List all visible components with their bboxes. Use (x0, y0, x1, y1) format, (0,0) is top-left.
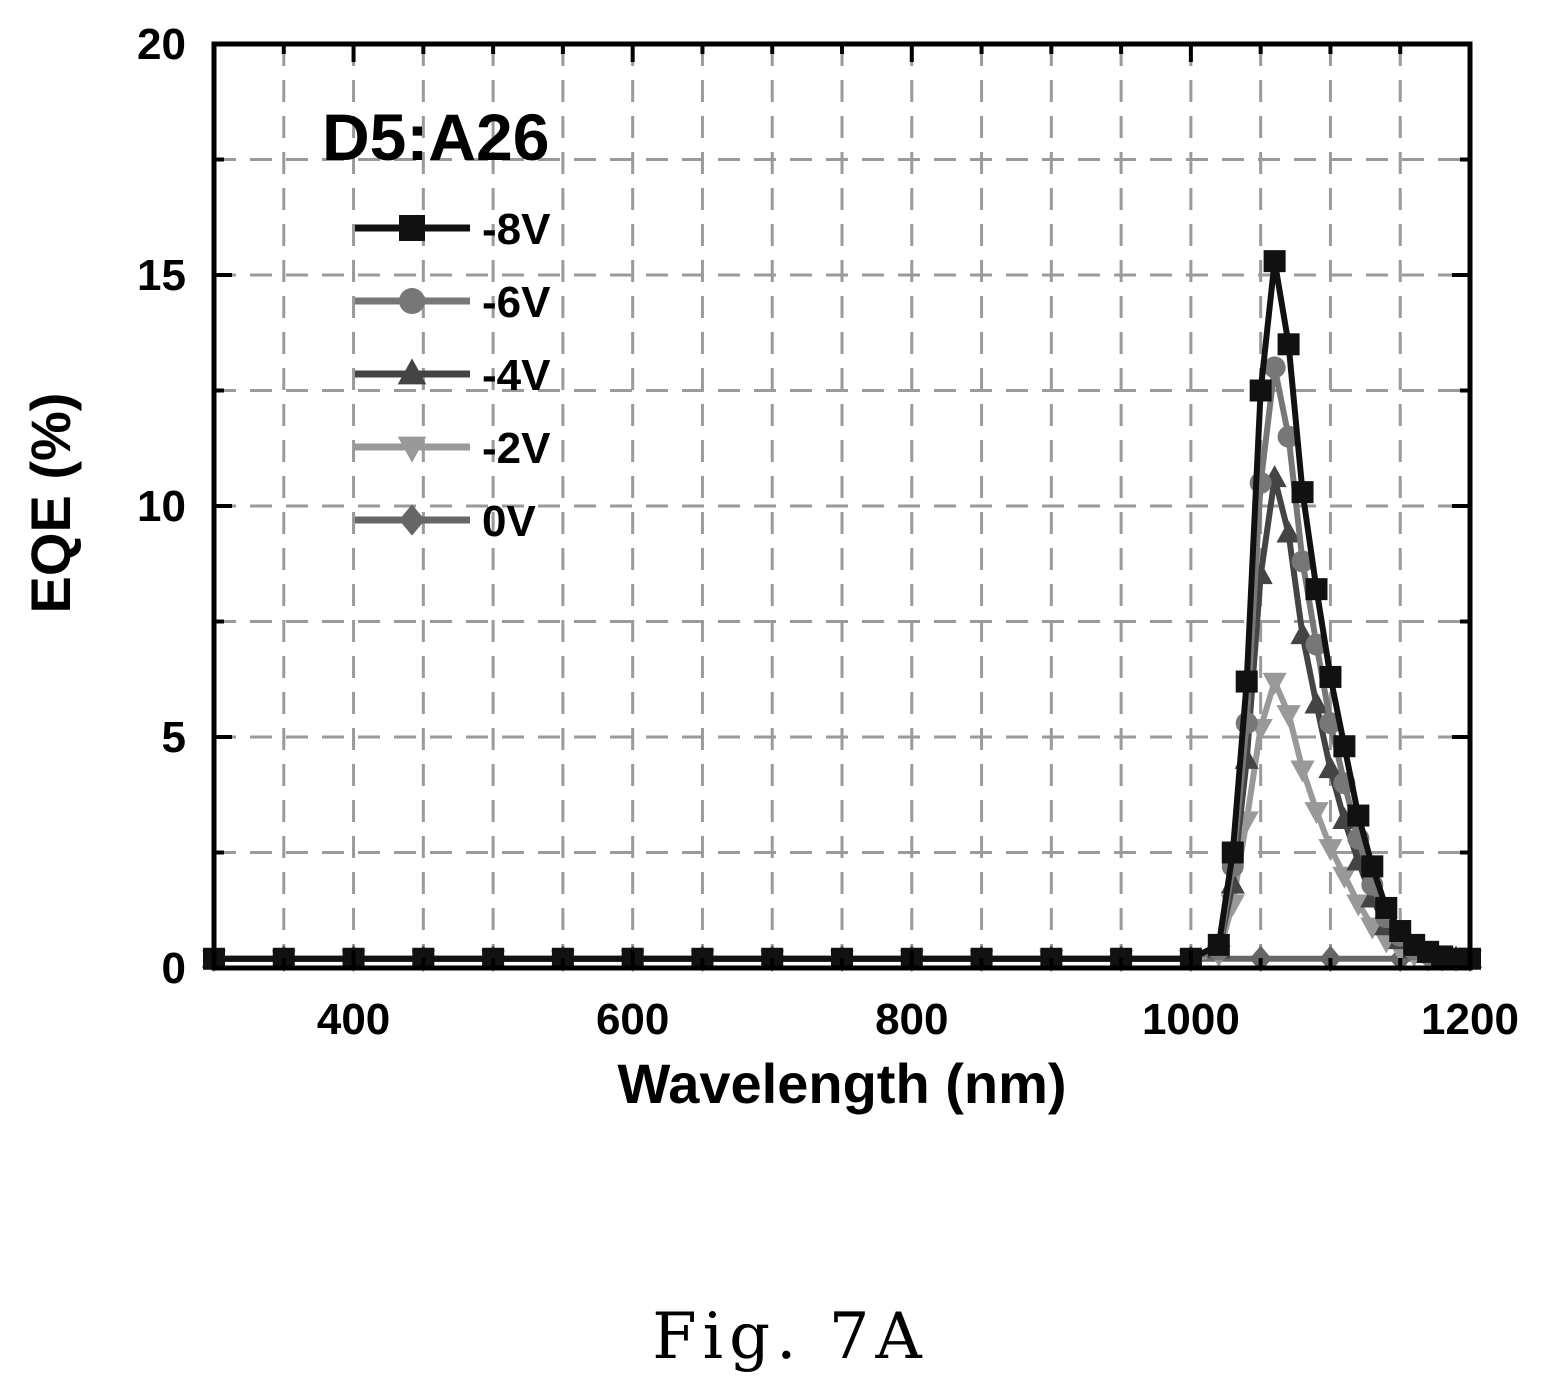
data-point (399, 288, 425, 314)
data-point (1319, 665, 1342, 688)
data-point (397, 436, 427, 463)
figure-caption: Fig. 7A (652, 1300, 927, 1374)
data-point (1277, 333, 1300, 356)
data-point (1276, 705, 1301, 728)
y-tick-label: 10 (137, 482, 186, 531)
y-tick-label: 5 (162, 713, 186, 762)
x-tick-label: 400 (317, 995, 390, 1044)
data-point (1318, 756, 1343, 779)
legend-label: -4V (482, 351, 551, 400)
data-point (1332, 866, 1357, 889)
legend-item: -6V (355, 278, 551, 327)
legend-label: -8V (482, 205, 551, 254)
ticks: 400 600 800 1000 1200 0 5 10 15 20 (137, 20, 1519, 1044)
series--8V (203, 250, 1481, 970)
data-point (1305, 578, 1328, 601)
data-point (1375, 896, 1398, 919)
x-tick-label: 1000 (1142, 995, 1240, 1044)
x-tick-label: 600 (596, 995, 669, 1044)
data-point (1361, 855, 1384, 878)
x-axis-title: Wavelength (nm) (617, 1052, 1066, 1115)
data-point (1291, 481, 1314, 504)
series-line (214, 258, 1470, 962)
data-point (1291, 550, 1314, 573)
legend-label: -2V (482, 424, 551, 473)
data-point (399, 215, 425, 241)
legend-label: 0V (482, 497, 536, 546)
data-point (1333, 735, 1356, 758)
data-point (1235, 670, 1258, 693)
y-tick-label: 15 (137, 251, 186, 300)
data-point (1304, 691, 1329, 714)
y-tick-label: 0 (162, 944, 186, 993)
legend-item: 0V (355, 497, 536, 546)
data-point (1249, 379, 1272, 402)
data-point (1347, 804, 1370, 827)
series-group (201, 250, 1483, 972)
data-point (1290, 760, 1315, 783)
legend-item: -8V (355, 205, 551, 254)
data-point (1221, 841, 1244, 864)
data-point (1262, 672, 1287, 695)
y-tick-label: 20 (137, 20, 186, 69)
x-tick-label: 800 (875, 995, 948, 1044)
data-point (1263, 356, 1286, 379)
chart-annotation: D5:A26 (322, 100, 549, 174)
data-point (1276, 520, 1301, 543)
legend: -8V -6V -4V -2V 0V (355, 205, 551, 546)
legend-item: -4V (355, 351, 551, 400)
data-point (399, 504, 425, 536)
data-point (1263, 250, 1286, 273)
data-point (1318, 839, 1343, 862)
legend-item: -2V (355, 424, 551, 473)
y-axis-title: EQE (%) (19, 393, 82, 614)
data-point (1304, 802, 1329, 825)
data-point (1207, 933, 1230, 956)
data-point (397, 358, 427, 385)
legend-label: -6V (482, 278, 551, 327)
x-tick-label: 1200 (1421, 995, 1519, 1044)
